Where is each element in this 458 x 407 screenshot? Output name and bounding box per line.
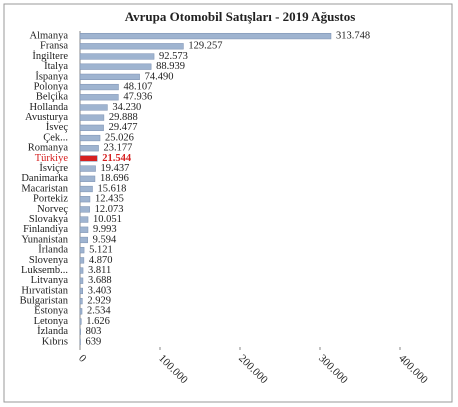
y-tick-label: İtalya	[44, 60, 68, 72]
value-label: 9.993	[93, 224, 117, 235]
value-label: 3.688	[88, 275, 112, 286]
y-tick-label: Norveç	[37, 204, 68, 215]
value-label: 129.257	[188, 41, 222, 52]
bar	[79, 257, 85, 264]
bar	[79, 236, 88, 244]
bar	[79, 104, 108, 111]
y-tick-label: Portekiz	[33, 194, 68, 205]
y-tick-label: Finlandiya	[23, 224, 68, 235]
y-tick-label: Litvanya	[31, 275, 69, 286]
value-label: 29.477	[109, 122, 138, 133]
value-label: 2.929	[87, 296, 111, 307]
value-label: 34.230	[112, 102, 141, 113]
y-tick-label: Bulgaristan	[20, 296, 69, 307]
bar	[79, 94, 119, 101]
y-tick-label: Belçika	[36, 92, 68, 103]
value-label: 313.748	[336, 31, 370, 42]
y-tick-label: Romanya	[28, 143, 69, 154]
y-tick-label: Slovenya	[29, 255, 68, 266]
value-label: 639	[86, 336, 102, 347]
y-tick-label: Polonya	[34, 81, 69, 92]
value-label: 19.437	[101, 163, 130, 174]
y-tick-label: Yunanistan	[21, 234, 68, 245]
y-tick-label: İrlanda	[38, 244, 68, 256]
bar	[79, 155, 98, 162]
bar	[79, 318, 82, 325]
bar	[79, 277, 84, 284]
bar	[79, 328, 81, 335]
y-tick-label: İspanya	[35, 70, 68, 82]
chart-title: Avrupa Otomobil Satışları - 2019 Ağustos	[125, 9, 356, 24]
value-label: 9.594	[93, 234, 117, 245]
value-label: 3.811	[88, 265, 111, 276]
value-label: 15.618	[97, 183, 126, 194]
bar	[79, 73, 140, 80]
y-tick-label: Çek...	[43, 132, 68, 143]
bar	[79, 53, 155, 60]
y-tick-label: Letonya	[34, 316, 69, 327]
y-tick-label: İsveç	[46, 121, 68, 133]
bar	[79, 226, 89, 233]
value-label: 5.121	[89, 245, 113, 256]
value-label: 25.026	[105, 132, 134, 143]
bar	[79, 308, 83, 315]
chart-border	[3, 3, 453, 403]
bar	[79, 32, 332, 40]
value-label: 2.534	[87, 306, 111, 317]
value-label: 92.573	[159, 51, 188, 62]
bar	[79, 145, 99, 152]
value-label: 21.544	[102, 153, 132, 164]
bar	[79, 185, 93, 193]
y-tick-label: Slovakya	[29, 214, 68, 225]
value-label: 47.936	[123, 92, 152, 103]
y-tick-label: Hollanda	[30, 102, 69, 113]
bar	[79, 206, 90, 213]
y-tick-label: Avusturya	[25, 112, 68, 123]
y-tick-label: Hırvatistan	[21, 285, 68, 296]
y-tick-label: Fransa	[40, 41, 68, 52]
bar	[79, 165, 96, 172]
y-tick-label: İngiltere	[32, 50, 68, 62]
value-label: 1.626	[86, 316, 110, 327]
value-label: 4.870	[89, 255, 113, 266]
value-label: 29.888	[109, 112, 138, 123]
value-label: 88.939	[156, 61, 185, 72]
y-tick-label: Luksemb...	[21, 265, 68, 276]
value-label: 12.073	[95, 204, 124, 215]
bar	[79, 338, 81, 346]
value-label: 18.696	[100, 173, 129, 184]
bar	[79, 298, 83, 305]
bar	[79, 124, 104, 131]
bar	[79, 134, 101, 142]
bar	[79, 114, 105, 121]
y-tick-label: Macaristan	[21, 183, 68, 194]
y-tick-label: Danimarka	[21, 173, 68, 184]
bar	[79, 287, 83, 295]
value-label: 74.490	[145, 71, 174, 82]
value-label: 803	[86, 326, 102, 337]
y-tick-label: Kıbrıs	[42, 336, 68, 347]
bar	[79, 43, 184, 50]
bar	[79, 83, 119, 91]
y-tick-label: Almanya	[30, 31, 69, 42]
bar	[79, 175, 96, 182]
bar	[79, 267, 84, 274]
bar	[79, 196, 91, 203]
y-tick-label: Estonya	[34, 306, 68, 317]
y-tick-label: İzlanda	[37, 325, 68, 337]
bar	[79, 63, 152, 70]
value-label: 12.435	[95, 194, 124, 205]
value-label: 48.107	[123, 81, 152, 92]
value-label: 3.403	[88, 285, 112, 296]
value-label: 10.051	[93, 214, 122, 225]
bar	[79, 216, 89, 223]
value-label: 23.177	[104, 143, 133, 154]
y-tick-label: İsviçre	[39, 162, 68, 174]
y-tick-label: Türkiye	[35, 153, 69, 164]
bar	[79, 247, 85, 254]
